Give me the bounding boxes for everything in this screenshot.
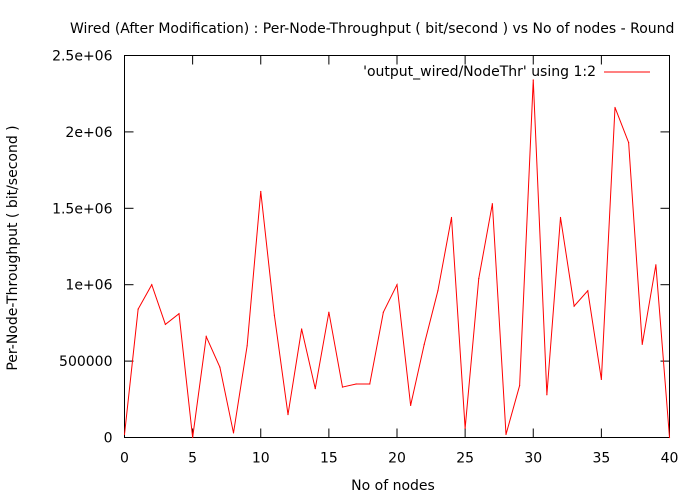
data-point <box>587 290 589 292</box>
data-point <box>573 305 575 307</box>
data-point <box>232 432 235 434</box>
data-point <box>491 203 493 205</box>
data-point <box>532 79 534 81</box>
x-tick-label: 10 <box>252 451 270 467</box>
data-point <box>505 433 507 436</box>
data-point <box>464 427 466 429</box>
chart-title: Wired (After Modification) : Per-Node-Th… <box>70 21 674 37</box>
data-point <box>314 388 316 390</box>
data-point <box>151 284 153 286</box>
x-tick-label: 5 <box>188 451 197 467</box>
data-point <box>423 343 425 345</box>
data-point <box>437 290 439 292</box>
data-point <box>369 383 371 385</box>
x-tick-label: 25 <box>456 451 474 467</box>
data-point <box>559 216 562 219</box>
y-tick-label: 1.5e+06 <box>52 201 113 217</box>
y-tick-label: 0 <box>104 431 113 447</box>
data-point <box>123 433 126 436</box>
data-point <box>628 141 630 144</box>
data-point <box>246 345 248 347</box>
data-point <box>260 190 262 193</box>
data-point <box>287 413 289 416</box>
data-point <box>341 386 344 388</box>
data-point <box>328 311 330 313</box>
x-tick-label: 15 <box>320 451 338 467</box>
data-point <box>164 323 166 326</box>
data-point <box>219 366 221 368</box>
data-point <box>519 384 521 387</box>
series-line <box>124 79 670 438</box>
x-axis-ticks: 0 5 10 15 20 25 30 35 40 <box>120 55 679 467</box>
y-tick-label: 2e+06 <box>65 125 112 141</box>
y-axis-label: Per-Node-Throughput ( bit/second ) <box>5 125 21 370</box>
data-point <box>178 313 180 315</box>
x-tick-label: 20 <box>388 451 406 467</box>
data-point <box>450 216 453 219</box>
y-tick-label: 2.5e+06 <box>52 49 113 65</box>
data-point <box>192 436 194 439</box>
data-point <box>355 383 357 385</box>
series-group <box>123 79 671 439</box>
y-tick-label: 500000 <box>59 354 112 370</box>
data-point <box>614 106 616 109</box>
x-axis-label: No of nodes <box>351 478 435 494</box>
data-point <box>546 394 548 396</box>
legend-label: 'output_wired/NodeThr' using 1:2 <box>363 64 596 80</box>
data-point <box>655 264 657 266</box>
data-point <box>273 314 275 316</box>
x-tick-label: 35 <box>592 451 610 467</box>
plot-area-frame <box>124 55 670 438</box>
x-tick-label: 0 <box>120 451 129 467</box>
data-point <box>668 436 671 439</box>
data-point <box>301 328 303 330</box>
legend: 'output_wired/NodeThr' using 1:2 <box>363 64 650 80</box>
data-point <box>382 311 384 313</box>
y-axis-ticks: 0 500000 1e+06 1.5e+06 2e+06 2.5e+06 <box>52 49 670 447</box>
y-tick-label: 1e+06 <box>65 278 112 294</box>
data-point <box>410 404 412 407</box>
data-point <box>478 277 480 280</box>
data-point <box>600 378 602 381</box>
data-point <box>137 308 139 310</box>
x-tick-label: 40 <box>661 451 679 467</box>
data-point <box>396 284 398 286</box>
data-point <box>641 343 643 345</box>
x-tick-label: 30 <box>524 451 542 467</box>
data-point <box>205 336 207 338</box>
